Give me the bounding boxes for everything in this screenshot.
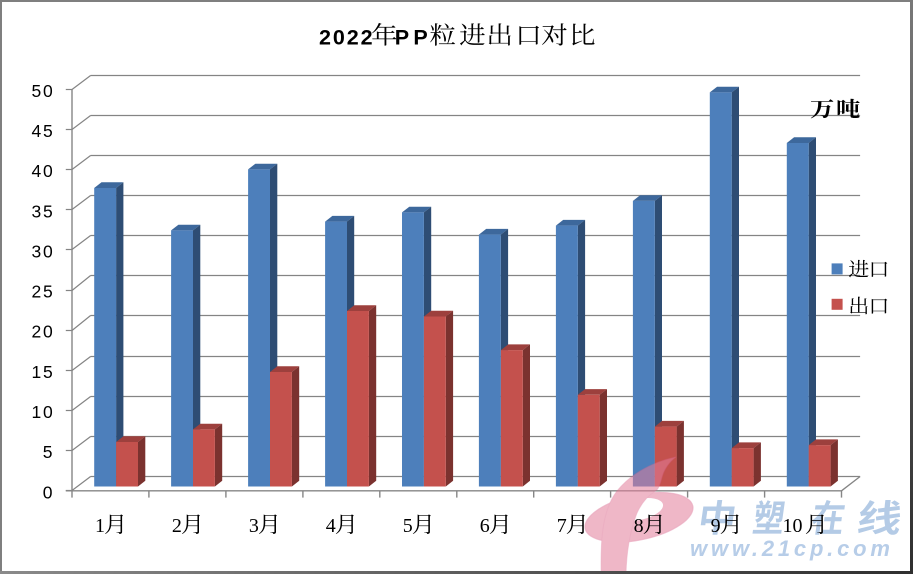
svg-text:1: 1 xyxy=(95,515,105,537)
svg-text:3: 3 xyxy=(249,515,259,537)
svg-text:9: 9 xyxy=(711,515,721,537)
svg-text:P: P xyxy=(413,26,427,50)
svg-text:20: 20 xyxy=(32,322,53,342)
svg-text:6: 6 xyxy=(480,515,490,537)
svg-text:P: P xyxy=(395,26,409,50)
svg-text:25: 25 xyxy=(32,282,53,302)
svg-text:10: 10 xyxy=(32,402,53,422)
svg-text:8: 8 xyxy=(634,515,644,537)
svg-text:50: 50 xyxy=(32,81,53,101)
svg-text:0: 0 xyxy=(43,482,53,502)
svg-text:15: 15 xyxy=(32,362,53,382)
svg-text:www.21cp.com: www.21cp.com xyxy=(690,536,894,561)
svg-text:5: 5 xyxy=(43,442,53,462)
svg-text:2022: 2022 xyxy=(319,26,374,50)
svg-text:2: 2 xyxy=(172,515,182,537)
svg-text:45: 45 xyxy=(32,121,53,141)
svg-text:7: 7 xyxy=(557,515,567,537)
svg-text:5: 5 xyxy=(403,515,413,537)
svg-text:35: 35 xyxy=(32,201,53,221)
svg-text:4: 4 xyxy=(326,515,336,537)
svg-text:30: 30 xyxy=(32,242,53,262)
svg-text:10: 10 xyxy=(783,515,803,537)
svg-text:40: 40 xyxy=(32,161,53,181)
